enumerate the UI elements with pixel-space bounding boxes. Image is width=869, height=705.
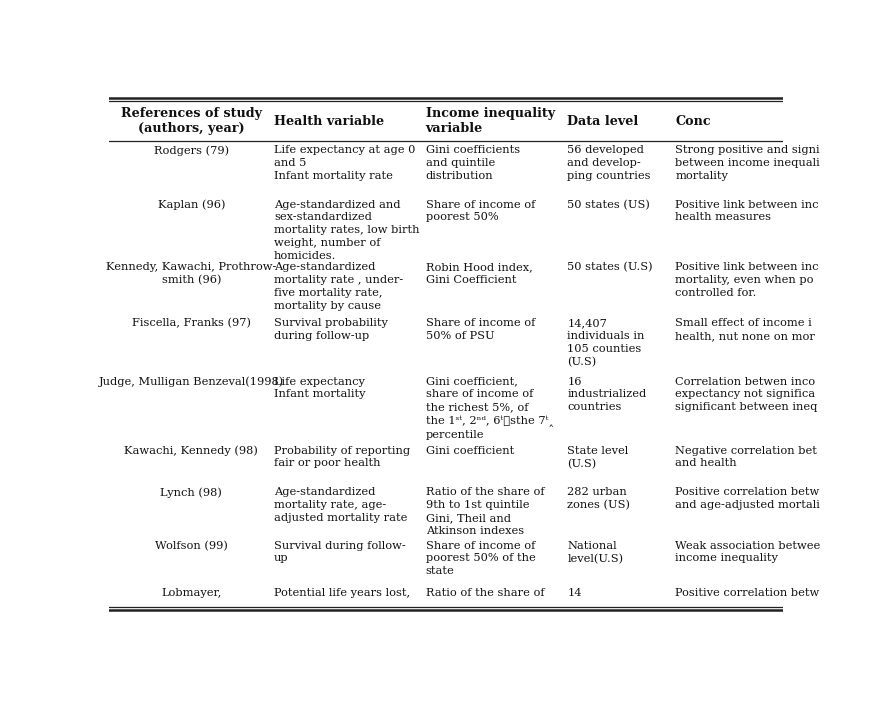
Text: 14,407
individuals in
105 counties
(U.S): 14,407 individuals in 105 counties (U.S) — [567, 318, 644, 367]
Text: 56 developed
and develop-
ping countries: 56 developed and develop- ping countries — [567, 145, 650, 181]
Text: 282 urban
zones (US): 282 urban zones (US) — [567, 487, 629, 510]
Text: Age-standardized and
sex-standardized
mortality rates, low birth
weight, number : Age-standardized and sex-standardized mo… — [274, 200, 419, 261]
Text: Age-standardized
mortality rate, age-
adjusted mortality rate: Age-standardized mortality rate, age- ad… — [274, 487, 407, 523]
Text: Correlation betwen inco
expectancy not significa
significant between ineq: Correlation betwen inco expectancy not s… — [674, 376, 817, 412]
Text: Conc: Conc — [674, 115, 710, 128]
Text: 16
industrialized
countries: 16 industrialized countries — [567, 376, 646, 412]
Text: Share of income of
poorest 50%: Share of income of poorest 50% — [425, 200, 534, 223]
Text: Survival probability
during follow-up: Survival probability during follow-up — [274, 318, 388, 341]
Text: References of study
(authors, year): References of study (authors, year) — [121, 107, 262, 135]
Text: Kawachi, Kennedy (98): Kawachi, Kennedy (98) — [124, 446, 258, 456]
Text: Kaplan (96): Kaplan (96) — [157, 200, 225, 210]
Text: State level
(U.S): State level (U.S) — [567, 446, 627, 469]
Text: Robin Hood index,
Gini Coefficient: Robin Hood index, Gini Coefficient — [425, 262, 532, 285]
Text: Gini coefficients
and quintile
distribution: Gini coefficients and quintile distribut… — [425, 145, 519, 181]
Text: Positive correlation betw: Positive correlation betw — [674, 589, 819, 599]
Text: Share of income of
poorest 50% of the
state: Share of income of poorest 50% of the st… — [425, 541, 534, 576]
Text: Share of income of
50% of PSU: Share of income of 50% of PSU — [425, 318, 534, 341]
Text: Positive link between inc
mortality, even when po
controlled for.: Positive link between inc mortality, eve… — [674, 262, 818, 298]
Text: Lynch (98): Lynch (98) — [160, 487, 222, 498]
Text: Probability of reporting
fair or poor health: Probability of reporting fair or poor he… — [274, 446, 409, 468]
Text: Positive link between inc
health measures: Positive link between inc health measure… — [674, 200, 818, 223]
Text: Weak association betwee
income inequality: Weak association betwee income inequalit… — [674, 541, 819, 563]
Text: Kennedy, Kawachi, Prothrow-
smith (96): Kennedy, Kawachi, Prothrow- smith (96) — [106, 262, 276, 286]
Text: Potential life years lost,: Potential life years lost, — [274, 589, 409, 599]
Text: Income inequality
variable: Income inequality variable — [425, 107, 554, 135]
Text: Judge, Mulligan Benzeval(1998): Judge, Mulligan Benzeval(1998) — [98, 376, 283, 387]
Text: Rodgers (79): Rodgers (79) — [154, 145, 229, 156]
Text: Health variable: Health variable — [274, 115, 383, 128]
Text: Data level: Data level — [567, 115, 638, 128]
Text: Life expectancy at age 0
and 5
Infant mortality rate: Life expectancy at age 0 and 5 Infant mo… — [274, 145, 415, 181]
Text: Negative correlation bet
and health: Negative correlation bet and health — [674, 446, 816, 468]
Text: Positive correlation betw
and age-adjusted mortali: Positive correlation betw and age-adjust… — [674, 487, 819, 510]
Text: Lobmayer,: Lobmayer, — [161, 589, 222, 599]
Text: 50 states (U.S): 50 states (U.S) — [567, 262, 652, 272]
Text: Gini coefficient: Gini coefficient — [425, 446, 514, 455]
Text: Small effect of income i
health, nut none on mor: Small effect of income i health, nut non… — [674, 318, 814, 341]
Text: Fiscella, Franks (97): Fiscella, Franks (97) — [132, 318, 250, 329]
Text: Strong positive and signi
between income inequali
mortality: Strong positive and signi between income… — [674, 145, 819, 181]
Text: Gini coefficient,
share of income of
the richest 5%, of
the 1ˢᵗ, 2ⁿᵈ, 6ᵗ˾sthe 7ᵗ: Gini coefficient, share of income of the… — [425, 376, 554, 439]
Text: National
level(U.S): National level(U.S) — [567, 541, 623, 564]
Text: Life expectancy
Infant mortality: Life expectancy Infant mortality — [274, 376, 365, 400]
Text: Wolfson (99): Wolfson (99) — [155, 541, 228, 551]
Text: Age-standardized
mortality rate , under-
five mortality rate,
mortality by cause: Age-standardized mortality rate , under-… — [274, 262, 402, 310]
Text: Survival during follow-
up: Survival during follow- up — [274, 541, 405, 563]
Text: Ratio of the share of: Ratio of the share of — [425, 589, 544, 599]
Text: 14: 14 — [567, 589, 581, 599]
Text: 50 states (US): 50 states (US) — [567, 200, 649, 210]
Text: Ratio of the share of
9th to 1st quintile
Gini, Theil and
Atkinson indexes: Ratio of the share of 9th to 1st quintil… — [425, 487, 544, 536]
